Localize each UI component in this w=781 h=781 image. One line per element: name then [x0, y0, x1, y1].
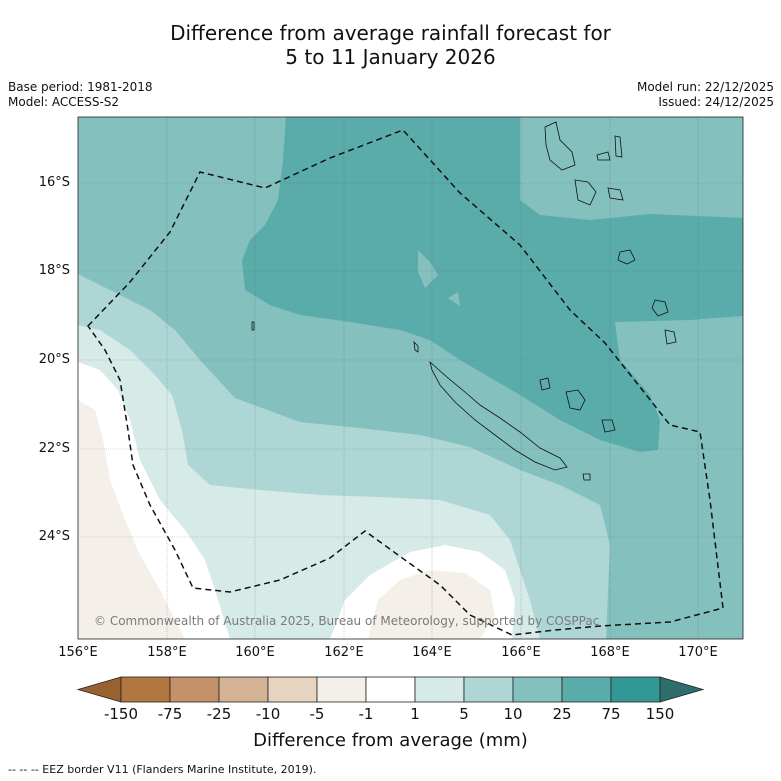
- contour-minus5-minus1-south: [368, 570, 495, 639]
- lon-label-166e: 166°E: [501, 645, 541, 660]
- colorbar-tick: -75: [157, 705, 183, 723]
- base-period: Base period: 1981-2018: [8, 80, 153, 94]
- colorbar-extend-max: [659, 676, 705, 703]
- eez-border: [87, 129, 724, 636]
- colorbar-bin: [610, 676, 661, 703]
- vanuatu-malakula: [574, 179, 597, 206]
- colorbar-tick: -25: [206, 705, 232, 723]
- lat-label-22s: 22°S: [38, 441, 70, 456]
- lon-label-164e: 164°E: [412, 645, 452, 660]
- colorbar-bin: [463, 676, 514, 703]
- vanuatu-island-3: [607, 187, 624, 201]
- colorbar-bin: [316, 676, 367, 703]
- lon-label-160e: 160°E: [235, 645, 275, 660]
- colorbar-tick: 10: [503, 705, 523, 723]
- model-run: Model run: 22/12/2025: [636, 80, 774, 94]
- model-name: Model: ACCESS-S2: [8, 95, 120, 109]
- colorbar-tick: 5: [459, 705, 469, 723]
- colorbar-bin: [365, 676, 416, 703]
- colorbar-tick: 1: [410, 705, 420, 723]
- colorbar-tick: -1: [358, 705, 374, 723]
- loyalty-mare: [601, 419, 616, 433]
- meta-left: Base period: 1981-2018 Model: ACCESS-S2: [8, 80, 153, 110]
- colorbar-bin: [267, 676, 318, 703]
- colorbar-bin: [120, 676, 171, 703]
- contour-minus5-minus1-west: [78, 400, 185, 639]
- colorbar-bin: [169, 676, 220, 703]
- colorbar-tick: 150: [645, 705, 675, 723]
- colorbar-bin: [414, 676, 465, 703]
- lon-label-156e: 156°E: [58, 645, 98, 660]
- eez-legend-footer: -- -- -- EEZ border V11 (Flanders Marine…: [8, 763, 317, 776]
- loyalty-lifou: [565, 389, 586, 411]
- colorbar-bin: [561, 676, 612, 703]
- vanuatu-tanna: [651, 299, 669, 317]
- contour-field: [78, 117, 743, 639]
- map-title-line1: Difference from average rainfall forecas…: [170, 21, 611, 45]
- vanuatu-island-2: [596, 151, 611, 161]
- colorbar-tick: 75: [601, 705, 621, 723]
- contour-25-75: [242, 117, 743, 452]
- colorbar-bin: [218, 676, 269, 703]
- lat-label-18s: 18°S: [38, 263, 70, 278]
- loyalty-ouvea: [539, 377, 551, 391]
- belep-islands: [413, 340, 419, 353]
- lon-label-162e: 162°E: [324, 645, 364, 660]
- contour-10-25-patch2: [448, 292, 460, 306]
- colorbar-tick: -5: [309, 705, 325, 723]
- coastlines: [251, 121, 677, 481]
- chesterfield-islands: [251, 321, 255, 331]
- copyright-notice: © Commonwealth of Australia 2025, Bureau…: [94, 614, 600, 628]
- map-frame: [77, 116, 744, 640]
- contour-10-25-patch: [418, 250, 438, 288]
- colorbar-tick: -10: [255, 705, 281, 723]
- lat-label-24s: 24°S: [38, 529, 70, 544]
- vanuatu-aneityum: [664, 329, 677, 345]
- meta-right: Model run: 22/12/2025 Issued: 24/12/2025: [637, 80, 774, 110]
- new-caledonia: [429, 360, 568, 471]
- map-title-line2: 5 to 11 January 2026: [285, 45, 496, 69]
- lat-label-16s: 16°S: [38, 175, 70, 190]
- lon-label-168e: 168°E: [590, 645, 630, 660]
- vanuatu-espiritu-santo: [544, 121, 576, 171]
- colorbar-tick: 25: [552, 705, 572, 723]
- graticule: [78, 117, 743, 639]
- lat-label-20s: 20°S: [38, 352, 70, 367]
- colorbar-bin: [512, 676, 563, 703]
- issued-date: Issued: 24/12/2025: [658, 95, 774, 109]
- lon-label-170e: 170°E: [678, 645, 718, 660]
- vanuatu-efate: [617, 249, 636, 265]
- vanuatu-island-1: [614, 135, 623, 158]
- lon-label-158e: 158°E: [147, 645, 187, 660]
- colorbar-tick: -150: [103, 705, 139, 723]
- colorbar-extend-min: [76, 676, 122, 703]
- colorbar-title: Difference from average (mm): [253, 730, 528, 751]
- isle-of-pines: [582, 473, 591, 481]
- colorbar: [76, 676, 705, 703]
